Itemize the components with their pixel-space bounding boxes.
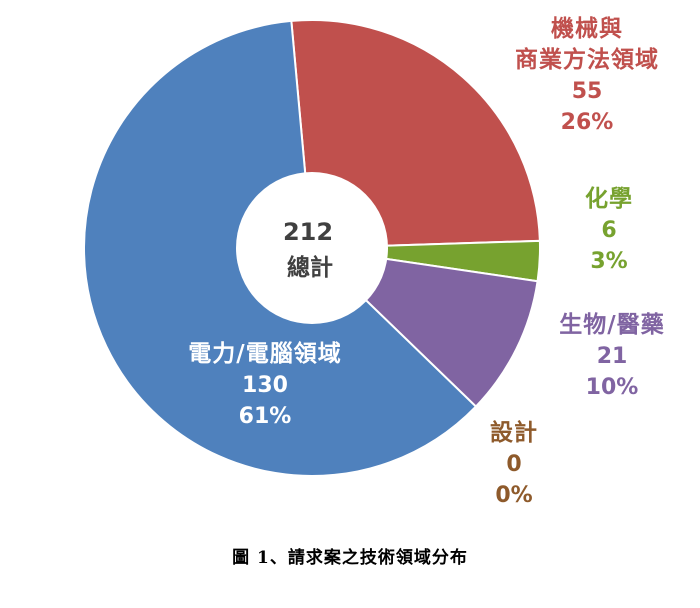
label-name-mechanical-business: 機械與 [551,15,623,42]
label-percent-power-computer: 61% [239,404,292,429]
label-value-chemistry: 6 [601,218,616,243]
label-percent-bio-medicine: 10% [586,375,639,400]
label-value-bio-medicine: 21 [597,344,628,369]
label-name-mechanical-business: 商業方法領域 [515,46,659,73]
label-name-power-computer: 電力/電腦領域 [188,340,341,367]
label-value-design: 0 [506,452,521,477]
donut-hole [236,172,388,324]
center-label: 總計 [287,254,333,281]
label-name-design: 設計 [490,419,538,446]
label-value-power-computer: 130 [242,373,288,398]
label-value-mechanical-business: 55 [572,79,603,104]
label-percent-chemistry: 3% [590,249,627,274]
label-name-bio-medicine: 生物/醫藥 [559,311,664,338]
label-percent-design: 0% [495,483,532,508]
label-name-chemistry: 化學 [585,185,633,212]
label-percent-mechanical-business: 26% [561,110,614,135]
figure-caption: 圖 1、請求案之技術領域分布 [232,548,468,568]
center-total: 212 [283,218,333,246]
